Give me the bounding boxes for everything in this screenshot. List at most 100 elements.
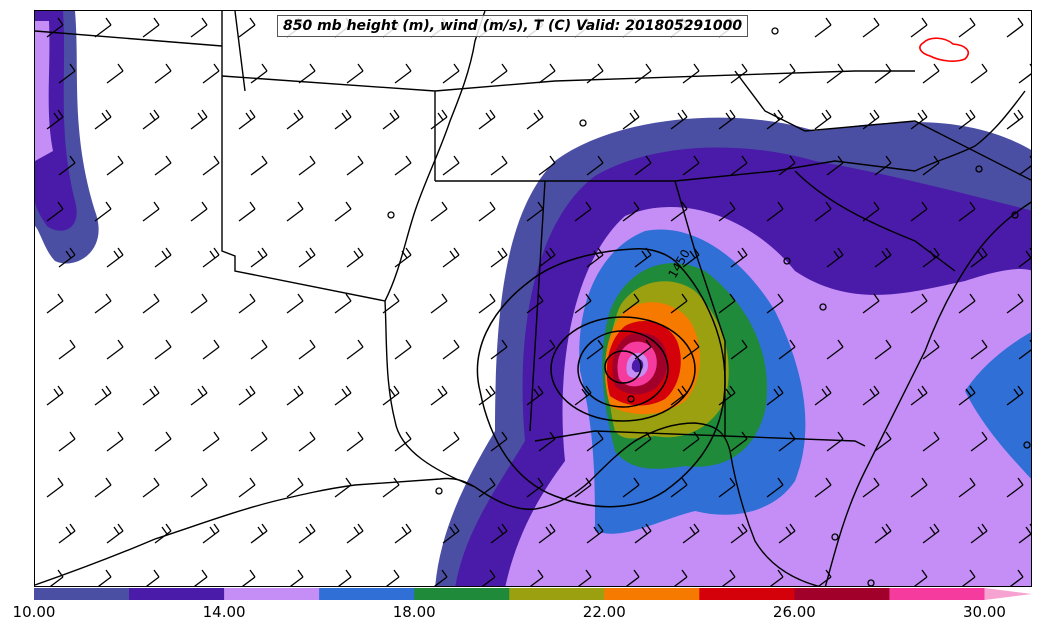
wind-barb-icon bbox=[490, 247, 508, 268]
wind-barb-icon bbox=[862, 385, 880, 406]
wind-barb-icon bbox=[670, 477, 688, 498]
wind-barb-icon bbox=[961, 569, 976, 586]
wind-barb-icon bbox=[586, 247, 604, 268]
wind-barb-icon bbox=[718, 109, 736, 130]
wind-barb-icon bbox=[778, 63, 796, 84]
wind-barb-icon bbox=[241, 569, 256, 586]
wind-barb-icon bbox=[1006, 109, 1024, 130]
wind-barb-icon bbox=[250, 155, 268, 176]
florida-coastline bbox=[474, 422, 821, 586]
wind-barb-icon bbox=[970, 339, 988, 360]
wind-barb-icon bbox=[190, 201, 208, 222]
wind-barb-icon bbox=[394, 523, 412, 544]
colorbar-tick-label: 30.00 bbox=[962, 603, 1006, 621]
carolina-coastline bbox=[914, 90, 1026, 172]
wind-barb-icon bbox=[106, 155, 124, 176]
atlantic-coastline bbox=[824, 201, 1031, 586]
wind-barb-icon bbox=[286, 293, 304, 314]
wind-barb-icon bbox=[106, 431, 124, 452]
wind-barb-icon bbox=[538, 339, 556, 360]
wind-barb-icon bbox=[634, 339, 652, 360]
wind-barb-icon bbox=[387, 211, 395, 219]
map-canvas: 1450 bbox=[35, 11, 1031, 586]
wind-barb-icon bbox=[874, 339, 892, 360]
wind-barb-icon bbox=[622, 201, 640, 222]
wind-barb-icon bbox=[958, 201, 976, 222]
wind-barb-icon bbox=[922, 431, 940, 452]
wind-barb-icon bbox=[250, 247, 268, 268]
wind-barb-icon bbox=[766, 477, 784, 498]
wind-barb-icon bbox=[142, 17, 160, 38]
colorbar-segment bbox=[699, 588, 795, 600]
wind-barb-icon bbox=[442, 155, 460, 176]
wind-barb-icon bbox=[622, 477, 640, 498]
wind-barb-icon bbox=[286, 109, 304, 130]
wind-barb-icon bbox=[46, 201, 64, 222]
wind-barb-icon bbox=[142, 109, 160, 130]
colorbar-segment bbox=[414, 588, 510, 600]
wind-barb-icon bbox=[910, 201, 928, 222]
wind-barb-icon bbox=[154, 431, 172, 452]
wind-barb-icon bbox=[958, 293, 976, 314]
wind-barb-icon bbox=[1018, 523, 1031, 544]
wind-barb-icon bbox=[94, 293, 112, 314]
wind-barb-icon bbox=[1009, 569, 1024, 586]
wind-barb-icon bbox=[814, 477, 832, 498]
wind-barb-icon bbox=[238, 293, 256, 314]
wind-barb-icon bbox=[250, 63, 268, 84]
colorbar-segment bbox=[129, 588, 225, 600]
wind-barb-icon bbox=[202, 63, 220, 84]
wind-barb-icon bbox=[478, 385, 496, 406]
wind-barb-icon bbox=[622, 293, 640, 314]
wind-barb-icon bbox=[106, 523, 124, 544]
wind-barb-icon bbox=[538, 247, 556, 268]
wind-barb-icon bbox=[970, 431, 988, 452]
wind-barb-icon bbox=[478, 477, 496, 498]
calm-wind-circle-icon bbox=[831, 533, 839, 541]
wind-barb-icon bbox=[394, 247, 412, 268]
wind-barb-icon bbox=[346, 247, 364, 268]
wind-barb-icon bbox=[817, 569, 832, 586]
calm-wind-circle-icon bbox=[435, 487, 443, 495]
wind-barb-icon bbox=[334, 109, 352, 130]
wind-barb-icon bbox=[202, 523, 220, 544]
wind-barb-icon bbox=[46, 109, 64, 130]
wind-barb-icon bbox=[826, 155, 844, 176]
wind-barb-icon bbox=[586, 339, 604, 360]
wind-barb-icon bbox=[862, 293, 880, 314]
wind-barb-icon bbox=[442, 339, 460, 360]
oklahoma-arkansas-border bbox=[221, 11, 386, 302]
wind-barb-icon bbox=[579, 119, 587, 127]
wind-barb-icon bbox=[634, 247, 652, 268]
wind-barb-icon bbox=[826, 247, 844, 268]
wind-barb-icon bbox=[442, 247, 460, 268]
wind-barb-icon bbox=[574, 477, 592, 498]
calm-wind-circle-icon bbox=[771, 27, 779, 35]
wind-barb-icon bbox=[190, 293, 208, 314]
wind-barb-icon bbox=[826, 63, 844, 84]
wind-barb-icon bbox=[634, 523, 652, 544]
wind-barb-icon bbox=[394, 431, 412, 452]
wind-barb-icon bbox=[670, 201, 688, 222]
height-contour-inner-3 bbox=[604, 350, 642, 384]
wind-barb-icon bbox=[574, 201, 592, 222]
wind-barb-icon bbox=[190, 385, 208, 406]
wind-barb-icon bbox=[238, 109, 256, 130]
wind-barb-icon bbox=[1018, 339, 1031, 360]
wind-barb-icon bbox=[910, 293, 928, 314]
wind-barb-icon bbox=[154, 155, 172, 176]
wind-barb-icon bbox=[766, 201, 784, 222]
wind-barb-icon bbox=[910, 109, 928, 130]
wind-barb-icon bbox=[958, 477, 976, 498]
wind-barb-icon bbox=[730, 339, 748, 360]
wind-barb-icon bbox=[862, 477, 880, 498]
map-title: 850 mb height (m), wind (m/s), T (C) Val… bbox=[277, 15, 749, 37]
wind-barb-icon bbox=[154, 523, 172, 544]
wind-barb-icon bbox=[238, 201, 256, 222]
wind-barb-icon bbox=[625, 569, 640, 586]
wind-barb-icon bbox=[819, 303, 827, 311]
wind-barb-icon bbox=[922, 247, 940, 268]
louisiana-border bbox=[384, 300, 476, 488]
wind-barb-icon bbox=[730, 523, 748, 544]
colorbar-tick-label: 22.00 bbox=[582, 603, 626, 621]
